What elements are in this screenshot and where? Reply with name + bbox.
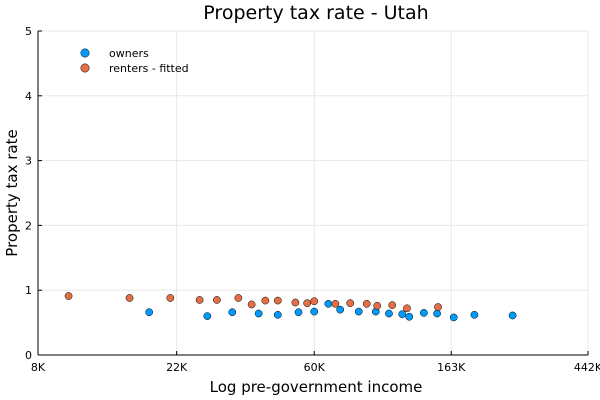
- x-tick-label: 442K: [574, 361, 600, 374]
- data-point: [388, 301, 397, 309]
- data-point: [64, 292, 73, 300]
- series-0: [145, 299, 517, 322]
- y-tick-label: 4: [25, 90, 32, 103]
- data-point: [254, 309, 263, 318]
- data-point: [398, 310, 407, 319]
- data-point: [324, 299, 333, 308]
- x-tick-label: 22K: [166, 361, 188, 374]
- x-tick-label: 8K: [31, 361, 46, 374]
- data-point: [346, 299, 355, 308]
- legend-marker: [80, 63, 90, 73]
- data-point: [336, 305, 345, 314]
- y-tick-label: 0: [25, 349, 32, 362]
- x-axis-label: Log pre-government income: [210, 378, 423, 396]
- data-point: [385, 309, 393, 318]
- data-point: [234, 294, 243, 302]
- data-point: [420, 309, 428, 317]
- data-point: [291, 298, 300, 307]
- data-point: [247, 300, 256, 309]
- y-tick-label: 1: [25, 284, 32, 297]
- data-point: [449, 313, 458, 322]
- data-point: [403, 304, 411, 313]
- legend-label: owners: [109, 47, 149, 60]
- data-point: [373, 301, 382, 310]
- y-tick-label: 3: [25, 155, 32, 168]
- data-point: [125, 294, 134, 302]
- data-point: [303, 299, 312, 308]
- legend-marker: [80, 48, 90, 58]
- data-point: [195, 296, 204, 304]
- y-tick-label: 2: [25, 219, 32, 232]
- y-tick-label: 5: [25, 25, 32, 38]
- data-point: [166, 294, 175, 302]
- data-point: [310, 307, 319, 316]
- data-point: [261, 296, 270, 305]
- legend: owners renters - fitted: [80, 47, 189, 75]
- plot-frame: [37, 31, 588, 356]
- data-point: [362, 299, 371, 308]
- data-point: [273, 310, 282, 319]
- data-point: [508, 311, 517, 320]
- data-point: [310, 297, 319, 306]
- chart-title: Property tax rate - Utah: [203, 2, 428, 24]
- data-point: [470, 310, 479, 319]
- x-tick-label: 60K: [304, 361, 326, 374]
- series-1: [64, 292, 442, 313]
- x-tick-label: 163K: [437, 361, 466, 374]
- y-axis-ticks: 0 1 2 3 4 5: [25, 25, 42, 362]
- y-axis-label: Property tax rate: [3, 129, 21, 256]
- data-points: [64, 292, 517, 322]
- data-point: [273, 296, 282, 305]
- data-point: [145, 308, 154, 317]
- data-point: [354, 307, 363, 316]
- data-point: [213, 296, 221, 304]
- data-point: [433, 309, 441, 318]
- x-axis-ticks: 8K 22K 60K 163K 442K: [31, 351, 600, 374]
- data-point: [294, 308, 303, 317]
- grid-lines: [37, 30, 589, 356]
- legend-label: renters - fitted: [109, 62, 189, 75]
- data-point: [203, 312, 212, 320]
- data-point: [434, 303, 442, 311]
- data-point: [331, 299, 340, 308]
- data-point: [228, 308, 237, 317]
- data-point: [405, 312, 414, 321]
